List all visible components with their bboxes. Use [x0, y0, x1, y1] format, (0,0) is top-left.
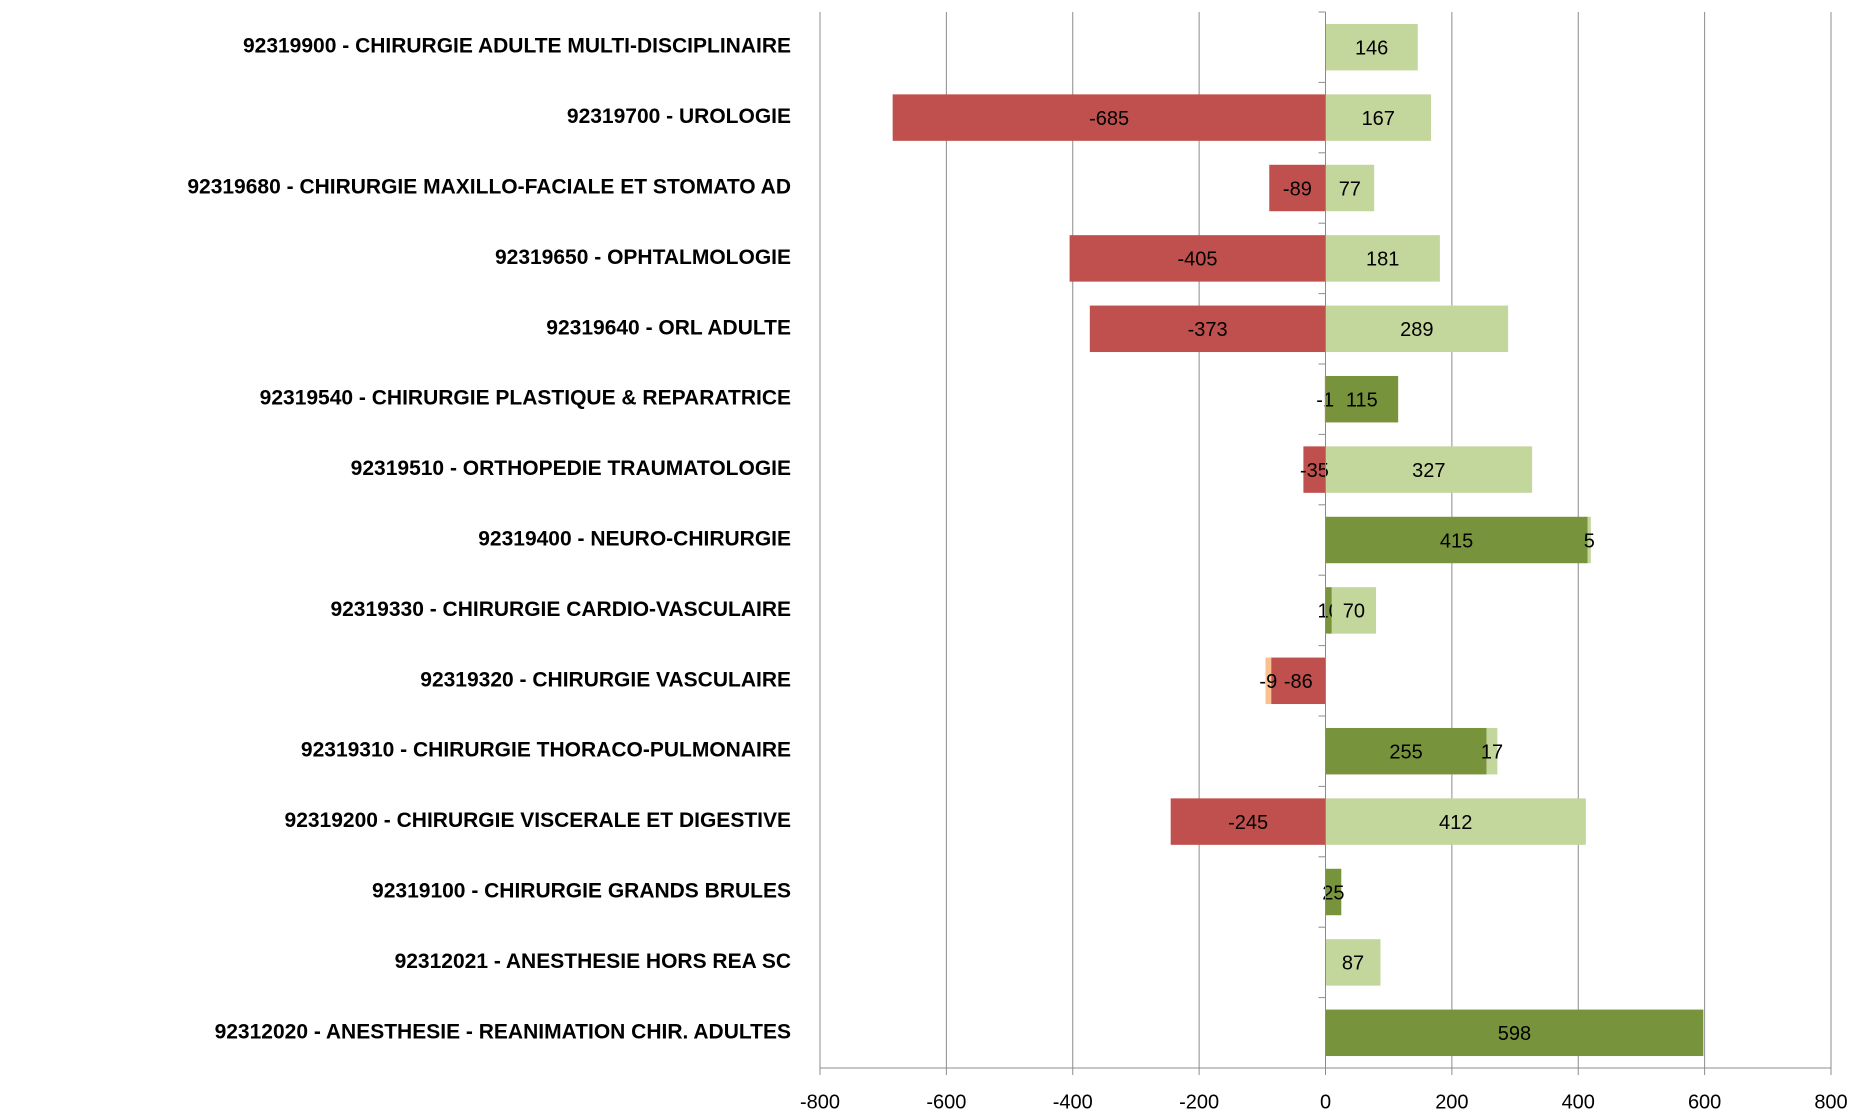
bar-segment — [892, 94, 1326, 141]
value-label: 327 — [1412, 460, 1445, 482]
bar-segment — [1170, 798, 1326, 845]
bar-segment — [1325, 94, 1432, 141]
value-label: -9 — [1259, 671, 1277, 693]
bar-segment — [1325, 375, 1399, 423]
value-label: -89 — [1283, 178, 1312, 200]
bar-segment — [1325, 868, 1342, 916]
bar-segment — [1325, 939, 1381, 986]
bar-segment — [1331, 587, 1377, 634]
category-label: 92319400 - NEURO-CHIRURGIE — [478, 528, 791, 551]
bar-segment — [1325, 798, 1586, 845]
value-label: 87 — [1342, 953, 1364, 975]
value-label: -405 — [1178, 249, 1218, 271]
value-label: -245 — [1228, 812, 1268, 834]
bar-segment — [1486, 727, 1498, 775]
category-label: 92319700 - UROLOGIE — [567, 105, 791, 128]
value-label: 255 — [1389, 741, 1422, 763]
category-label: 92319330 - CHIRURGIE CARDIO-VASCULAIRE — [330, 598, 791, 621]
x-tick-label: 200 — [1435, 1091, 1468, 1113]
category-label: 92319510 - ORTHOPEDIE TRAUMATOLOGIE — [351, 457, 791, 480]
value-label: 70 — [1343, 601, 1365, 623]
bar-segment — [1069, 235, 1326, 282]
value-label: 412 — [1439, 812, 1472, 834]
x-tick-label: 400 — [1562, 1091, 1595, 1113]
value-label: 17 — [1481, 741, 1503, 763]
category-label: 92319310 - CHIRURGIE THORACO-PULMONAIRE — [301, 739, 791, 762]
value-label: 115 — [1346, 389, 1378, 411]
value-label: 289 — [1400, 319, 1433, 341]
bar-segment — [1325, 446, 1533, 493]
bar-segment — [1089, 305, 1326, 353]
x-tick-label: -800 — [800, 1091, 840, 1113]
value-label: -35 — [1300, 460, 1329, 482]
value-label: -685 — [1089, 108, 1129, 130]
bar-segment — [1325, 587, 1332, 634]
category-label: 92312021 - ANESTHESIE HORS REA SC — [395, 950, 791, 973]
x-tick-label: -200 — [1179, 1091, 1219, 1113]
bar-segment — [1265, 657, 1272, 705]
x-tick-label: -400 — [1053, 1091, 1093, 1113]
bar-segment — [1325, 727, 1487, 775]
category-label: 92319540 - CHIRURGIE PLASTIQUE & REPARAT… — [260, 387, 791, 410]
value-label: 415 — [1440, 530, 1473, 552]
category-label: 92319680 - CHIRURGIE MAXILLO-FACIALE ET … — [187, 176, 791, 199]
value-label: -373 — [1188, 319, 1228, 341]
category-label: 92319900 - CHIRURGIE ADULTE MULTI-DISCIP… — [243, 35, 791, 58]
bar-segment — [1325, 1009, 1704, 1057]
value-label: -86 — [1284, 671, 1313, 693]
x-tick-label: 600 — [1688, 1091, 1721, 1113]
value-label: 25 — [1322, 882, 1344, 904]
bar-segment — [1269, 164, 1326, 212]
value-label: 181 — [1366, 249, 1399, 271]
x-tick-label: 800 — [1814, 1091, 1847, 1113]
category-label: 92312020 - ANESTHESIE - REANIMATION CHIR… — [215, 1020, 791, 1043]
bar-segment — [1325, 305, 1509, 353]
bar-segment — [1325, 235, 1440, 282]
bar-segment — [1587, 516, 1591, 564]
value-label: 167 — [1362, 108, 1395, 130]
category-label: 92319650 - OPHTALMOLOGIE — [495, 246, 791, 269]
bar-segment — [1325, 164, 1375, 212]
bar-segment — [1325, 23, 1418, 71]
bar-segment — [1271, 657, 1326, 705]
x-tick-label: 0 — [1320, 1091, 1331, 1113]
value-label: 77 — [1339, 178, 1361, 200]
category-label: 92319320 - CHIRURGIE VASCULAIRE — [420, 668, 791, 691]
category-label: 92319640 - ORL ADULTE — [546, 316, 791, 339]
bar-segment — [1303, 446, 1326, 493]
x-tick-label: -600 — [926, 1091, 966, 1113]
value-label: 146 — [1355, 37, 1388, 59]
value-label: 598 — [1498, 1023, 1531, 1045]
value-label: 5 — [1584, 530, 1595, 552]
category-label: 92319200 - CHIRURGIE VISCERALE ET DIGEST… — [285, 809, 791, 832]
bar-segment — [1325, 516, 1588, 564]
category-label: 92319100 - CHIRURGIE GRANDS BRULES — [372, 880, 791, 903]
